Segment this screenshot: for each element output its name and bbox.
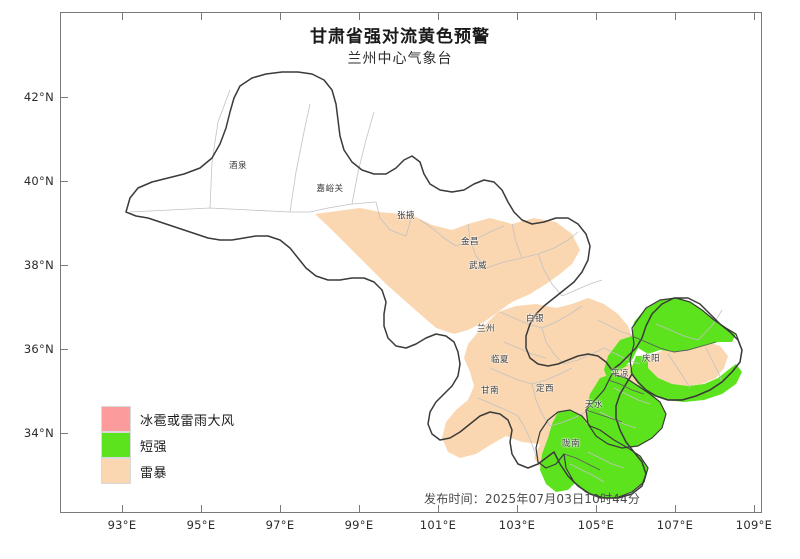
map-label-jinchang: 金昌 (460, 237, 480, 247)
map-label-wuwei: 武威 (468, 261, 488, 271)
x-tickmark-95 (201, 505, 203, 513)
x-tickmark-103 (517, 505, 519, 513)
issue-time: 发布时间：2025年07月03日10时44分 (424, 492, 641, 506)
y-axis-label-40n: 40°N (23, 174, 54, 188)
y-tickmark-34 (60, 433, 68, 435)
x-tickmark-109 (754, 505, 756, 513)
x-axis-label-109e: 109°E (735, 518, 773, 532)
legend-item-thunderstorm: 雷暴 (101, 458, 276, 484)
x-axis-label-103e: 103°E (498, 518, 536, 532)
warning-area-outlines (535, 297, 743, 499)
legend-item-hail-gale: 冰雹或雷雨大风 (101, 406, 276, 432)
y-axis-label-34n: 34°N (23, 426, 54, 440)
x-axis-label-99e: 99°E (344, 518, 374, 532)
x-tickmark-99 (359, 505, 361, 513)
x-tickmark-top-99 (359, 12, 361, 20)
map-label-zhangye: 张掖 (396, 211, 416, 221)
page-title: 甘肃省强对流黄色预警 (310, 27, 490, 47)
x-tickmark-top-109 (754, 12, 756, 20)
map-label-gannan: 甘南 (480, 386, 500, 396)
x-axis-label-107e: 107°E (656, 518, 694, 532)
x-tickmark-101 (438, 505, 440, 513)
x-tickmark-105 (596, 505, 598, 513)
legend-swatch-short-heavy-rain (101, 432, 131, 458)
map-label-pingliang: 平凉 (610, 369, 630, 379)
y-tickmark-40 (60, 181, 68, 183)
map-label-jiayuguan: 嘉峪关 (316, 184, 344, 194)
y-axis-label-38n: 38°N (23, 258, 54, 272)
map-label-jiuquan: 酒泉 (228, 161, 248, 171)
x-tickmark-top-105 (596, 12, 598, 20)
y-tickmark-36 (60, 349, 68, 351)
map-label-baiyin: 白银 (525, 314, 545, 324)
x-axis-label-97e: 97°E (265, 518, 295, 532)
y-axis-label-36n: 36°N (23, 342, 54, 356)
legend-label-hail-gale: 冰雹或雷雨大风 (140, 413, 235, 429)
x-axis-label-105e: 105°E (577, 518, 615, 532)
x-tickmark-93 (122, 505, 124, 513)
y-tickmark-42 (60, 97, 68, 99)
gansu-map: 酒泉 嘉峪关 张掖 金昌 武威 白银 兰州 临夏 甘南 定西 平凉 庆阳 天水 … (60, 12, 762, 513)
map-label-qingyang: 庆阳 (641, 354, 661, 364)
page-subtitle: 兰州中心气象台 (347, 51, 453, 67)
x-tickmark-top-101 (438, 12, 440, 20)
legend-item-short-heavy-rain: 短强 (101, 432, 276, 458)
map-label-longnan: 陇南 (561, 439, 581, 449)
x-tickmark-top-103 (517, 12, 519, 20)
short-heavy-rain-areas (540, 298, 742, 498)
y-tickmark-38 (60, 265, 68, 267)
x-tickmark-top-107 (675, 12, 677, 20)
x-tickmark-top-95 (201, 12, 203, 20)
x-tickmark-97 (280, 505, 282, 513)
x-tickmark-top-93 (122, 12, 124, 20)
legend-swatch-thunderstorm (101, 458, 131, 484)
legend: 冰雹或雷雨大风 短强 雷暴 (101, 406, 276, 484)
legend-label-thunderstorm: 雷暴 (140, 465, 168, 481)
map-label-linxia: 临夏 (490, 355, 510, 365)
x-tickmark-107 (675, 505, 677, 513)
warning-subregion-borders (563, 335, 717, 471)
map-label-lanzhou: 兰州 (476, 324, 496, 334)
x-axis-label-95e: 95°E (186, 518, 216, 532)
legend-swatch-hail-gale (101, 406, 131, 432)
x-axis-label-101e: 101°E (419, 518, 457, 532)
y-axis-label-42n: 42°N (23, 90, 54, 104)
map-label-tianshui: 天水 (584, 400, 604, 410)
county-boundaries (129, 89, 723, 483)
x-axis-label-93e: 93°E (107, 518, 137, 532)
legend-label-short-heavy-rain: 短强 (140, 439, 168, 455)
x-tickmark-top-97 (280, 12, 282, 20)
map-label-dingxi: 定西 (535, 384, 555, 394)
